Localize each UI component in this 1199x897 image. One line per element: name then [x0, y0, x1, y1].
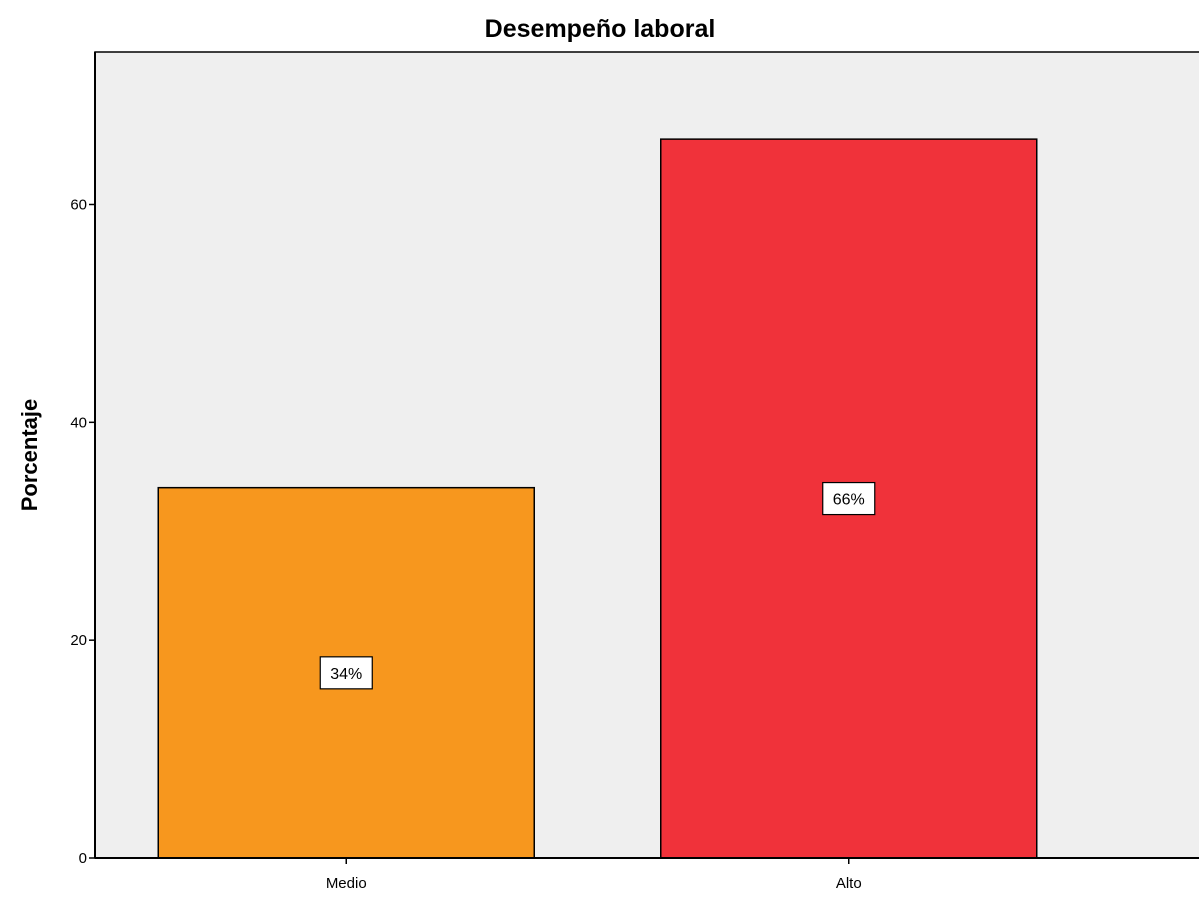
data-labels: 34% 66%: [319, 481, 876, 690]
y-tick-label-60: 60: [70, 196, 87, 213]
data-label-text: 66%: [833, 492, 865, 509]
data-label-box: [319, 656, 373, 690]
data-label-alto: 66%: [822, 481, 876, 516]
x-tick-label-alto: Alto: [836, 875, 862, 892]
y-axis-label: Porcentaje: [17, 399, 42, 512]
data-label-text: 34%: [330, 666, 362, 683]
x-tick-label-medio: Medio: [326, 875, 367, 892]
y-tick-label-0: 0: [79, 850, 87, 867]
y-tick-label-40: 40: [70, 414, 87, 431]
x-axis-ticks: Medio Alto: [326, 858, 862, 892]
data-label-box: [822, 481, 876, 516]
chart-title: Desempeño laboral: [485, 15, 716, 43]
y-axis-ticks: 0 20 40 60: [70, 196, 95, 867]
y-tick-label-20: 20: [70, 632, 87, 649]
data-label-medio: 34%: [319, 656, 373, 690]
